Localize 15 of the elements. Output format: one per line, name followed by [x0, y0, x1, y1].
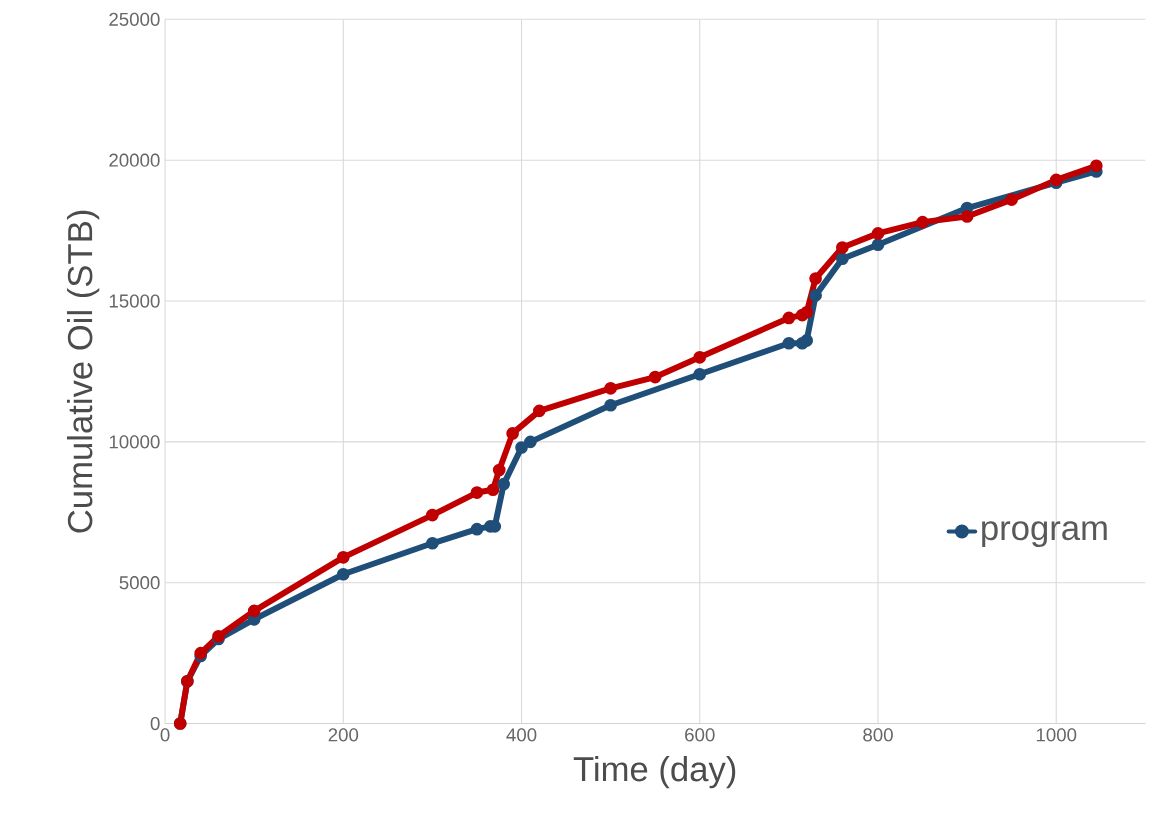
- y-tick-label: 25000: [109, 12, 160, 26]
- y-tick-label: 10000: [109, 435, 160, 449]
- x-tick-label: 1000: [1036, 728, 1077, 742]
- x-tick-label: 600: [685, 728, 715, 742]
- y-tick-label: 20000: [109, 153, 160, 167]
- x-tick-label: 400: [506, 728, 537, 742]
- y-tick-label: 5000: [119, 575, 160, 590]
- x-axis-title: Time (day): [573, 755, 736, 789]
- x-tick-label: 0: [160, 728, 170, 742]
- y-tick-label: 15000: [109, 294, 160, 308]
- y-tick-label: 0: [150, 716, 160, 731]
- legend-label: program: [982, 521, 1107, 547]
- x-tick-label: 800: [863, 728, 893, 742]
- x-tick-label: 200: [328, 728, 359, 742]
- y-axis-title: Cumulative Oil (STB): [66, 210, 100, 533]
